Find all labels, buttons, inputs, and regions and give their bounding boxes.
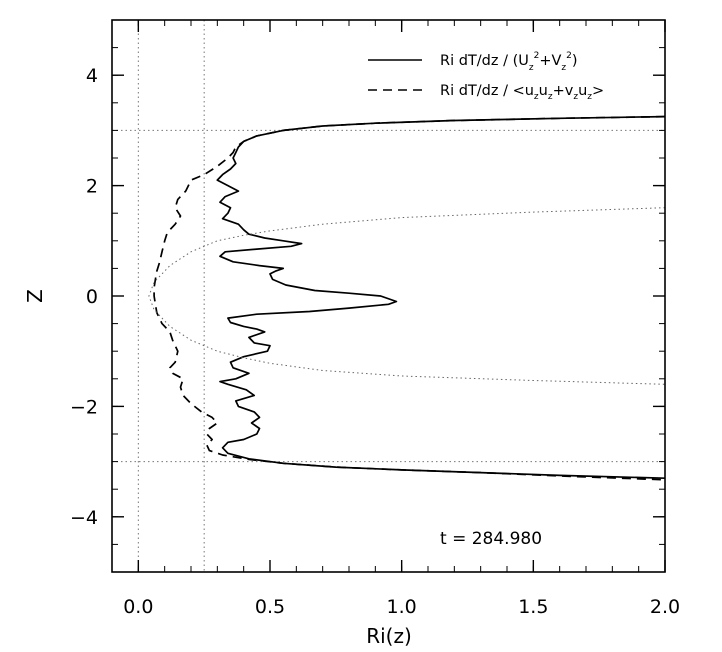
series-line-solid xyxy=(216,115,665,480)
x-tick-label: 2.0 xyxy=(650,596,680,618)
x-tick-label: 1.0 xyxy=(387,596,417,618)
y-tick-label: −4 xyxy=(70,507,98,529)
plot-frame xyxy=(111,19,666,573)
x-axis-label: Ri(z) xyxy=(366,624,412,648)
legend: Ri dT/dz / (Uz2+Vz2) Ri dT/dz / <uzuz+vz… xyxy=(368,51,604,102)
series-line-dotted xyxy=(148,207,665,385)
legend-label-solid: Ri dT/dz / (Uz2+Vz2) xyxy=(440,51,578,73)
time-annotation: t = 284.980 xyxy=(440,529,542,549)
legend-label-dashed: Ri dT/dz / <uzuz+vzuz> xyxy=(440,83,604,102)
y-tick-label: −2 xyxy=(70,396,98,418)
y-tick-label: 4 xyxy=(86,65,98,87)
y-axis-label: Z xyxy=(23,289,47,303)
x-tick-label: 0.5 xyxy=(255,596,285,618)
series-line-dashed xyxy=(153,115,665,481)
x-tick-label: 1.5 xyxy=(518,596,548,618)
y-tick-label: 2 xyxy=(86,176,98,198)
x-tick-label: 0.0 xyxy=(123,596,153,618)
y-tick-label: 0 xyxy=(86,286,98,308)
